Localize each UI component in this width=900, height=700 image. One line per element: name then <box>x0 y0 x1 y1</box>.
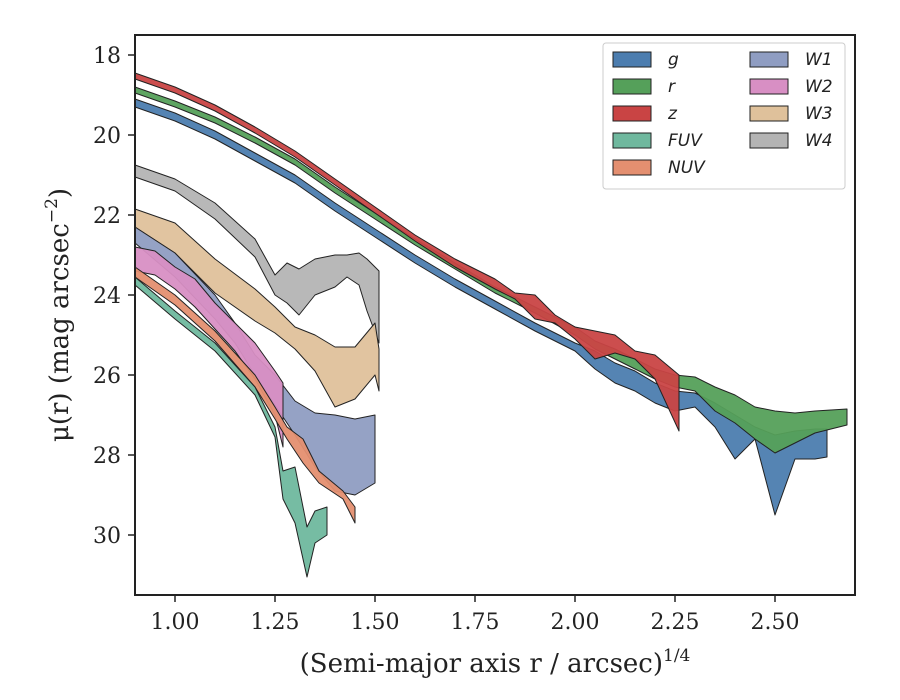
y-tick-label: 18 <box>93 44 121 69</box>
legend-label-W1: W1 <box>805 50 833 70</box>
legend-label-W3: W3 <box>805 104 833 124</box>
y-tick-label: 26 <box>93 364 121 389</box>
y-axis-label: μ(r) (mag arcsec−2) <box>42 188 75 442</box>
band-W3 <box>134 208 380 408</box>
legend-swatch-FUV <box>612 132 652 149</box>
y-tick-label: 20 <box>93 124 121 149</box>
x-tick-label: 2.25 <box>651 610 700 635</box>
x-axis-label-sup: 1/4 <box>663 646 690 666</box>
legend-label-z: z <box>667 104 678 124</box>
band-NUV <box>134 266 356 524</box>
legend-swatch-g <box>612 51 652 68</box>
profile-bands <box>134 72 848 578</box>
x-tick-label: 1.25 <box>251 610 300 635</box>
x-axis-label: (Semi-major axis r / arcsec)1/4 <box>300 646 691 679</box>
band-W2 <box>134 246 284 448</box>
y-tick-label: 30 <box>93 524 121 549</box>
legend-label-W2: W2 <box>805 77 833 97</box>
x-tick-label: 1.50 <box>351 610 400 635</box>
legend-swatch-z <box>612 105 652 122</box>
legend-swatch-W4 <box>749 132 789 149</box>
x-tick-label: 1.00 <box>151 610 200 635</box>
band-W4 <box>134 164 380 344</box>
legend-label-g: g <box>668 50 679 70</box>
x-tick-label: 2.50 <box>751 610 800 635</box>
x-tick-label: 1.75 <box>451 610 500 635</box>
legend-label-r: r <box>668 77 676 97</box>
y-axis: 18 20 22 24 26 28 30 <box>93 44 135 549</box>
legend: grz FUV NUV W1 W2 W3 W4 <box>602 42 846 190</box>
band-g <box>134 98 828 516</box>
y-axis-label-sup: −2 <box>42 198 62 223</box>
x-axis: 1.00 1.25 1.50 1.75 2.00 2.25 2.50 <box>151 595 800 635</box>
plot-frame <box>134 34 856 596</box>
legend-swatch-W3 <box>749 105 789 122</box>
legend-label-FUV: FUV <box>668 131 703 151</box>
legend-label-W4: W4 <box>805 131 833 151</box>
y-tick-label: 22 <box>93 204 121 229</box>
legend-swatch-W1 <box>749 51 789 68</box>
legend-swatch-r <box>612 78 652 95</box>
y-tick-label: 28 <box>93 444 121 469</box>
legend-swatch-W2 <box>749 78 789 95</box>
band-z <box>134 72 680 432</box>
band-FUV <box>134 276 328 578</box>
legend-swatch-NUV <box>612 159 652 176</box>
legend-label-NUV: NUV <box>668 158 706 178</box>
y-tick-label: 24 <box>93 284 121 309</box>
x-tick-label: 2.00 <box>551 610 600 635</box>
